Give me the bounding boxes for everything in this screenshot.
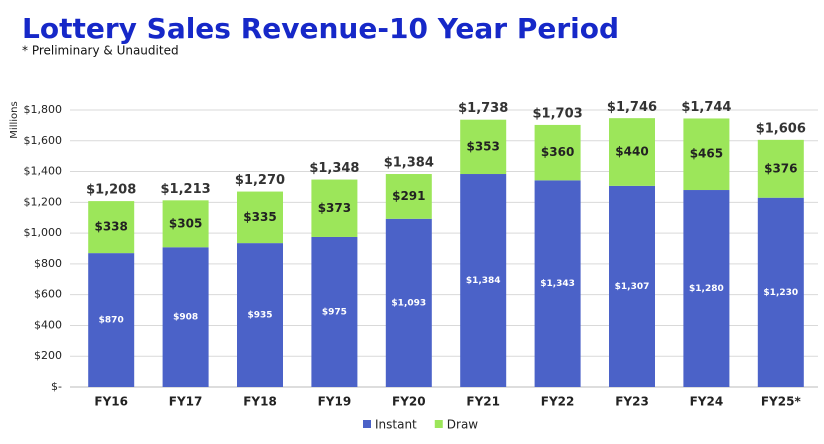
bar-segment bbox=[162, 200, 209, 248]
value-label: $975 bbox=[322, 307, 347, 317]
value-label: $338 bbox=[94, 220, 127, 234]
value-label: $335 bbox=[243, 210, 276, 224]
bar-segment bbox=[609, 185, 655, 387]
bar-segment bbox=[311, 236, 358, 387]
bar-segment bbox=[534, 180, 581, 387]
total-label: $1,606 bbox=[756, 121, 806, 136]
value-label: $1,230 bbox=[763, 288, 798, 298]
total-label: $1,348 bbox=[309, 161, 359, 176]
legend-label: Instant bbox=[375, 418, 417, 432]
total-label: $1,384 bbox=[384, 156, 434, 171]
bar-segment bbox=[534, 124, 581, 181]
x-tick-label: FY18 bbox=[243, 395, 277, 409]
total-label: $1,270 bbox=[235, 173, 285, 188]
bar-segment bbox=[460, 119, 507, 175]
bar-segment bbox=[311, 179, 358, 237]
x-tick-label: FY23 bbox=[615, 395, 649, 409]
value-label: $908 bbox=[173, 313, 198, 323]
bar-segment bbox=[237, 243, 283, 387]
bar-segment bbox=[88, 253, 135, 387]
y-axis-label: Millions bbox=[9, 101, 20, 138]
value-label: $1,280 bbox=[689, 284, 724, 294]
bar-segment bbox=[683, 190, 730, 387]
value-label: $1,093 bbox=[391, 298, 426, 308]
value-label: $305 bbox=[169, 216, 202, 230]
y-tick-label: $400 bbox=[34, 318, 62, 331]
x-tick-label: FY17 bbox=[169, 395, 203, 409]
total-label: $1,738 bbox=[458, 101, 508, 116]
y-tick-label: $600 bbox=[34, 288, 62, 301]
value-label: $870 bbox=[99, 316, 124, 326]
total-label: $1,703 bbox=[533, 106, 583, 121]
chart-subtitle: * Preliminary & Unaudited bbox=[22, 44, 179, 58]
legend-swatch bbox=[363, 420, 371, 428]
total-label: $1,213 bbox=[161, 182, 211, 197]
bar-segment bbox=[385, 174, 432, 219]
value-label: $373 bbox=[318, 201, 351, 215]
x-tick-label: FY24 bbox=[690, 395, 724, 409]
legend-label: Draw bbox=[447, 418, 479, 432]
bar-segment bbox=[757, 139, 804, 198]
total-label: $1,744 bbox=[681, 100, 731, 115]
bar-segment bbox=[683, 118, 730, 191]
value-label: $353 bbox=[466, 139, 499, 153]
x-tick-label: FY22 bbox=[541, 395, 575, 409]
value-label: $1,307 bbox=[615, 282, 650, 292]
value-label: $291 bbox=[392, 189, 425, 203]
chart-title: Lottery Sales Revenue-10 Year Period bbox=[22, 12, 619, 45]
y-tick-label: $200 bbox=[34, 349, 62, 362]
value-label: $935 bbox=[247, 311, 272, 321]
bar-segment bbox=[162, 247, 209, 387]
total-label: $1,208 bbox=[86, 183, 136, 198]
x-tick-label: FY21 bbox=[466, 395, 500, 409]
x-tick-label: FY20 bbox=[392, 395, 426, 409]
x-tick-label: FY19 bbox=[318, 395, 352, 409]
y-tick-label: $800 bbox=[34, 257, 62, 270]
value-label: $440 bbox=[615, 145, 648, 159]
total-label: $1,746 bbox=[607, 100, 657, 115]
value-label: $1,343 bbox=[540, 279, 575, 289]
y-tick-label: $1,400 bbox=[24, 165, 63, 178]
x-tick-label: FY25* bbox=[761, 395, 802, 409]
y-tick-label: $- bbox=[51, 380, 62, 393]
bar-segment bbox=[609, 118, 655, 186]
legend-swatch bbox=[434, 420, 443, 428]
bar-segment bbox=[385, 218, 432, 387]
y-tick-label: $1,600 bbox=[24, 134, 63, 147]
bar-segment bbox=[757, 197, 804, 387]
bar-segment bbox=[88, 201, 135, 254]
value-label: $1,384 bbox=[466, 276, 501, 286]
value-label: $376 bbox=[764, 161, 797, 175]
value-label: $465 bbox=[690, 147, 723, 161]
bar-segment bbox=[460, 174, 507, 387]
y-tick-label: $1,200 bbox=[24, 195, 63, 208]
y-tick-label: $1,800 bbox=[24, 103, 63, 116]
x-tick-label: FY16 bbox=[94, 395, 128, 409]
y-tick-label: $1,000 bbox=[24, 226, 63, 239]
bar-segment bbox=[237, 191, 283, 244]
value-label: $360 bbox=[541, 145, 574, 159]
